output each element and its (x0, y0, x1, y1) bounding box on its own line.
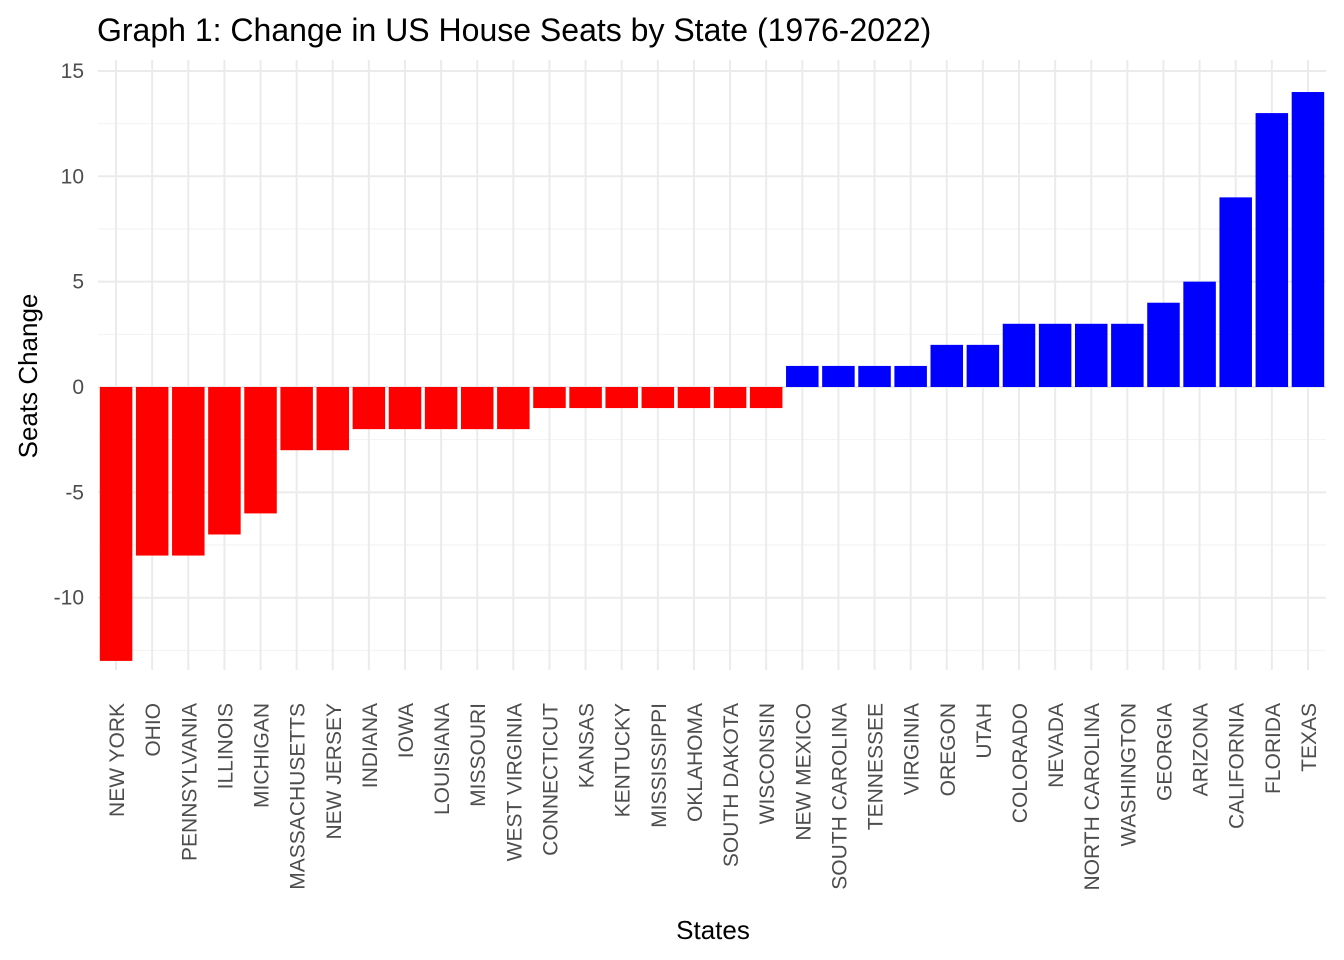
bar-new-mexico (786, 365, 819, 387)
x-tick-label: ILLINOIS (214, 703, 237, 789)
bar-connecticut (533, 387, 566, 409)
bar-illinois (208, 387, 241, 535)
bar-south-dakota (713, 387, 747, 409)
y-tick-label: -5 (65, 481, 84, 504)
x-tick-label: KANSAS (576, 703, 599, 788)
x-tick-label: MASSACHUSETTS (287, 703, 310, 890)
x-tick-label: TEXAS (1298, 703, 1321, 772)
x-tick-label: MISSOURI (467, 703, 490, 807)
x-tick-label: IOWA (395, 703, 418, 758)
x-tick-label: OREGON (937, 703, 960, 796)
x-tick-label: NEW MEXICO (792, 703, 815, 841)
bar-mississippi (641, 387, 675, 409)
x-tick-label: ARIZONA (1190, 703, 1213, 796)
bar-west-virginia (497, 387, 530, 430)
x-tick-label: GEORGIA (1153, 703, 1176, 801)
x-tick-label: COLORADO (1009, 703, 1032, 823)
bar-texas (1291, 92, 1325, 388)
bar-wisconsin (749, 387, 783, 409)
bar-south-carolina (822, 365, 855, 387)
x-axis-ticks: NEW YORK OHIO PENNSYLVANIA ILLINOIS MICHIGAN… (106, 703, 1321, 891)
y-axis-title: Seats Change (13, 294, 43, 459)
x-tick-label: OHIO (142, 703, 165, 757)
x-tick-label: TENNESSEE (865, 703, 888, 830)
y-tick-label: 5 (72, 271, 84, 294)
bar-kentucky (605, 387, 638, 409)
x-tick-label: MICHIGAN (251, 703, 274, 808)
x-tick-label: NEW JERSEY (323, 703, 346, 840)
x-tick-label: FLORIDA (1262, 703, 1285, 794)
y-tick-label: 15 (61, 60, 84, 83)
bar-iowa (388, 387, 422, 430)
bar-florida (1255, 113, 1289, 387)
x-axis-title: States (676, 915, 750, 945)
bar-north-carolina (1074, 323, 1108, 387)
x-tick-label: CALIFORNIA (1226, 703, 1249, 829)
x-tick-label: SOUTH CAROLINA (828, 703, 851, 890)
x-tick-label: SOUTH DAKOTA (720, 703, 743, 867)
bar-oregon (930, 344, 964, 387)
bar-georgia (1147, 302, 1180, 387)
bar-colorado (1002, 323, 1036, 387)
x-tick-label: OKLAHOMA (684, 703, 707, 822)
bar-virginia (894, 365, 927, 387)
gridlines (98, 60, 1326, 670)
x-tick-label: WISCONSIN (756, 703, 779, 824)
x-tick-label: NEVADA (1045, 703, 1068, 788)
bar-nevada (1038, 323, 1072, 387)
bar-pennsylvania (172, 387, 205, 556)
x-tick-label: WEST VIRGINIA (503, 703, 526, 861)
bar-new-jersey (316, 387, 350, 451)
bar-utah (966, 344, 1000, 387)
bar-washington (1111, 323, 1144, 387)
x-tick-label: VIRGINIA (901, 703, 924, 795)
bar-kansas (569, 387, 602, 409)
x-tick-label: INDIANA (359, 703, 382, 788)
bar-oklahoma (677, 387, 711, 409)
x-tick-label: LOUISIANA (431, 703, 454, 815)
bars (99, 92, 1325, 661)
bar-tennessee (858, 365, 891, 387)
x-tick-label: PENNSYLVANIA (178, 703, 201, 861)
bar-indiana (352, 387, 386, 430)
y-tick-label: -10 (54, 587, 84, 610)
x-tick-label: WASHINGTON (1117, 703, 1140, 847)
bar-massachusetts (280, 387, 313, 451)
bar-new-york (99, 387, 133, 661)
bar-louisiana (424, 387, 458, 430)
bar-california (1219, 197, 1252, 387)
x-tick-label: CONNECTICUT (539, 703, 562, 856)
y-tick-label: 0 (72, 376, 84, 399)
chart-title: Graph 1: Change in US House Seats by Sta… (97, 12, 931, 48)
bar-missouri (460, 387, 494, 430)
y-tick-label: 10 (61, 165, 84, 188)
x-tick-label: NORTH CAROLINA (1081, 703, 1104, 890)
bar-arizona (1183, 281, 1216, 387)
x-tick-label: NEW YORK (106, 703, 129, 817)
y-axis-ticks: -10 -5 0 5 10 15 (54, 60, 84, 610)
x-tick-label: UTAH (973, 703, 996, 759)
bar-michigan (244, 387, 277, 514)
x-tick-label: MISSISSIPPI (648, 703, 671, 828)
bar-ohio (135, 387, 169, 556)
x-tick-label: KENTUCKY (612, 703, 635, 817)
